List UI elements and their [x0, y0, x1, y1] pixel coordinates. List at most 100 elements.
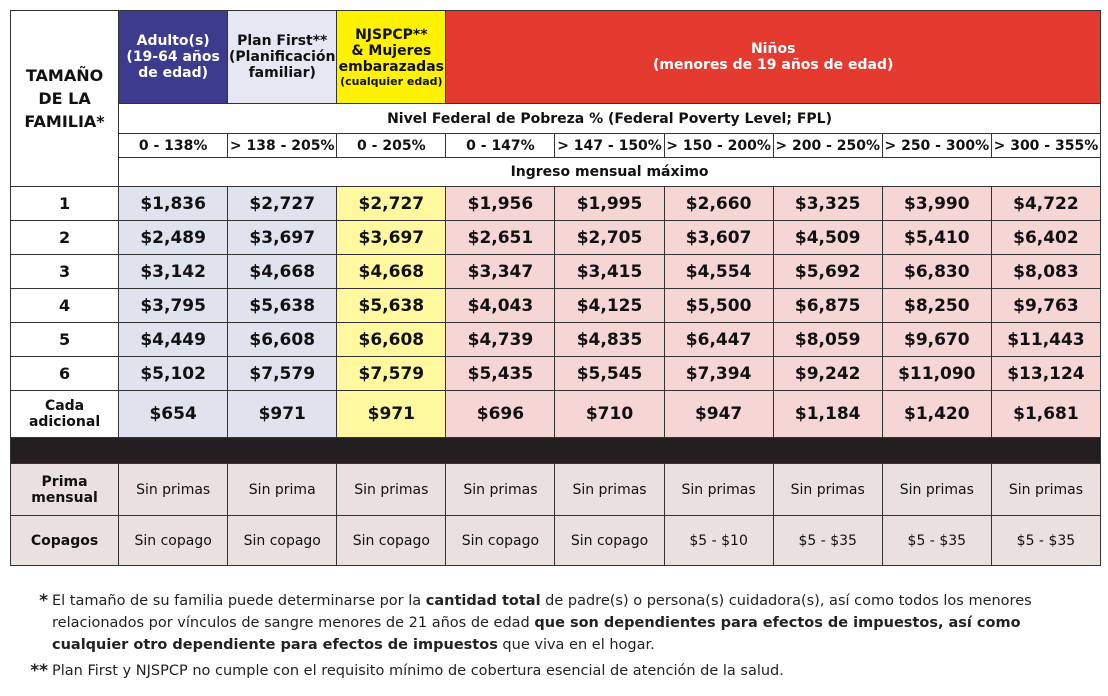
fpl-range: > 250 - 300%: [881, 133, 992, 158]
income-cell: $971: [336, 390, 447, 438]
income-cell: $6,447: [663, 322, 774, 357]
cost-cell: $5 - $35: [990, 515, 1102, 566]
header-line: DE LA: [38, 89, 91, 108]
fpl-range: 0 - 205%: [336, 133, 447, 158]
income-cell: $4,043: [445, 288, 556, 323]
income-cell: $9,763: [990, 288, 1102, 323]
income-cell: $710: [554, 390, 665, 438]
income-cell: $2,727: [227, 186, 338, 221]
income-cell: $1,681: [990, 390, 1102, 438]
income-cell: $971: [227, 390, 338, 438]
footnote: ** Plan First y NJSPCP no cumple con el r…: [14, 660, 1074, 682]
income-cell: $8,250: [881, 288, 992, 323]
income-cell: $3,697: [227, 220, 338, 255]
text: NJSPCP**: [355, 26, 428, 43]
income-cell: $4,554: [663, 254, 774, 289]
income-cell: $1,184: [772, 390, 883, 438]
fpl-range: > 150 - 200%: [663, 133, 774, 158]
program-header: Plan First** (Planificación familiar): [227, 10, 338, 104]
income-cell: $5,500: [663, 288, 774, 323]
cost-cell: Sin primas: [336, 463, 447, 516]
text: cantidad total: [425, 593, 541, 609]
income-cell: $8,083: [990, 254, 1102, 289]
text: Plan First y NJSPCP no cumple con el req…: [52, 663, 784, 679]
income-cell: $2,651: [445, 220, 556, 255]
fpl-range: 0 - 147%: [445, 133, 556, 158]
income-cell: $7,579: [227, 356, 338, 391]
text: que viva en el hogar.: [497, 637, 655, 653]
text: (menores de 19 años de edad): [652, 57, 894, 73]
income-cell: $5,102: [118, 356, 229, 391]
income-cell: $5,410: [881, 220, 992, 255]
text: que son dependientes para efectos de imp…: [52, 615, 1021, 653]
income-cell: $1,836: [118, 186, 229, 221]
fpl-range: > 138 - 205%: [227, 133, 338, 158]
family-size: 3: [9, 254, 120, 289]
income-cell: $3,697: [336, 220, 447, 255]
row: 3 $3,142 $4,668 $4,668 $3,347 $3,415 $4,554 $5,…: [9, 254, 1102, 289]
income-cell: $7,394: [663, 356, 774, 391]
family-size-header: TAMAÑO DE LA FAMILIA*: [9, 10, 120, 187]
income-cell: $6,402: [990, 220, 1102, 255]
header-line: TAMAÑO: [25, 66, 104, 85]
income-cell: $8,059: [772, 322, 883, 357]
income-cell: $2,489: [118, 220, 229, 255]
cost-cell: Sin primas: [554, 463, 665, 516]
income-cell: $11,443: [990, 322, 1102, 357]
text: & Mujeres embarazadas: [338, 42, 444, 75]
fpl-range: > 300 - 355%: [990, 133, 1102, 158]
income-cell: $3,795: [118, 288, 229, 323]
cost-cell: Sin copago: [227, 515, 338, 566]
income-cell: $4,668: [336, 254, 447, 289]
family-size: Cada adicional: [9, 390, 120, 438]
cost-cell: Sin prima: [227, 463, 338, 516]
income-cell: $3,325: [772, 186, 883, 221]
income-cell: $2,660: [663, 186, 774, 221]
family-size: 4: [9, 288, 120, 323]
cost-cell: $5 - $35: [772, 515, 883, 566]
income-cell: $6,608: [227, 322, 338, 357]
income-cell: $3,415: [554, 254, 665, 289]
text: (19-64 años de edad): [126, 49, 220, 81]
income-cell: $9,670: [881, 322, 992, 357]
cost-cell: Sin copago: [554, 515, 665, 566]
fpl-range: 0 - 138%: [118, 133, 229, 158]
family-size: 5: [9, 322, 120, 357]
cost-cell: Sin primas: [663, 463, 774, 516]
income-cell: $1,956: [445, 186, 556, 221]
cost-cell: Sin copago: [445, 515, 556, 566]
text: *: [39, 591, 48, 611]
row: 6 $5,102 $7,579 $7,579 $5,435 $5,545 $7,394 $9,…: [9, 356, 1102, 391]
income-cell: $4,509: [772, 220, 883, 255]
text: **: [30, 661, 48, 681]
cost-cell: Sin copago: [336, 515, 447, 566]
family-size: 2: [9, 220, 120, 255]
text: (Planificación familiar): [228, 49, 336, 81]
cost-cell: Sin primas: [881, 463, 992, 516]
fpl-label: Nivel Federal de Pobreza % (Federal Pove…: [118, 103, 1101, 134]
income-cell: $5,545: [554, 356, 665, 391]
text: Plan First**: [237, 33, 328, 49]
income-cell: $5,638: [336, 288, 447, 323]
income-cell: $13,124: [990, 356, 1102, 391]
income-cell: $2,705: [554, 220, 665, 255]
income-cell: $7,579: [336, 356, 447, 391]
text: Adulto(s): [136, 33, 210, 49]
cost-cell: $5 - $35: [881, 515, 992, 566]
income-cell: $11,090: [881, 356, 992, 391]
row: Cada adicional $654 $971 $971 $696 $710 $947 $1…: [9, 390, 1102, 438]
row: 2 $2,489 $3,697 $3,697 $2,651 $2,705 $3,607 $4,…: [9, 220, 1102, 255]
income-cell: $4,739: [445, 322, 556, 357]
income-cell: $4,125: [554, 288, 665, 323]
income-cell: $3,607: [663, 220, 774, 255]
income-cell: $6,608: [336, 322, 447, 357]
header-line: FAMILIA*: [24, 112, 105, 131]
fpl-range: > 147 - 150%: [554, 133, 665, 158]
income-cell: $947: [663, 390, 774, 438]
income-cell: $696: [445, 390, 556, 438]
text: de padre(s) o persona(s) cuidadora(s), a…: [52, 593, 1032, 631]
income-table: TAMAÑO DE LA FAMILIA* Adulto(s) (19-64 años…: [9, 10, 1102, 566]
income-cell: $1,995: [554, 186, 665, 221]
income-label: Ingreso mensual máximo: [118, 157, 1101, 187]
